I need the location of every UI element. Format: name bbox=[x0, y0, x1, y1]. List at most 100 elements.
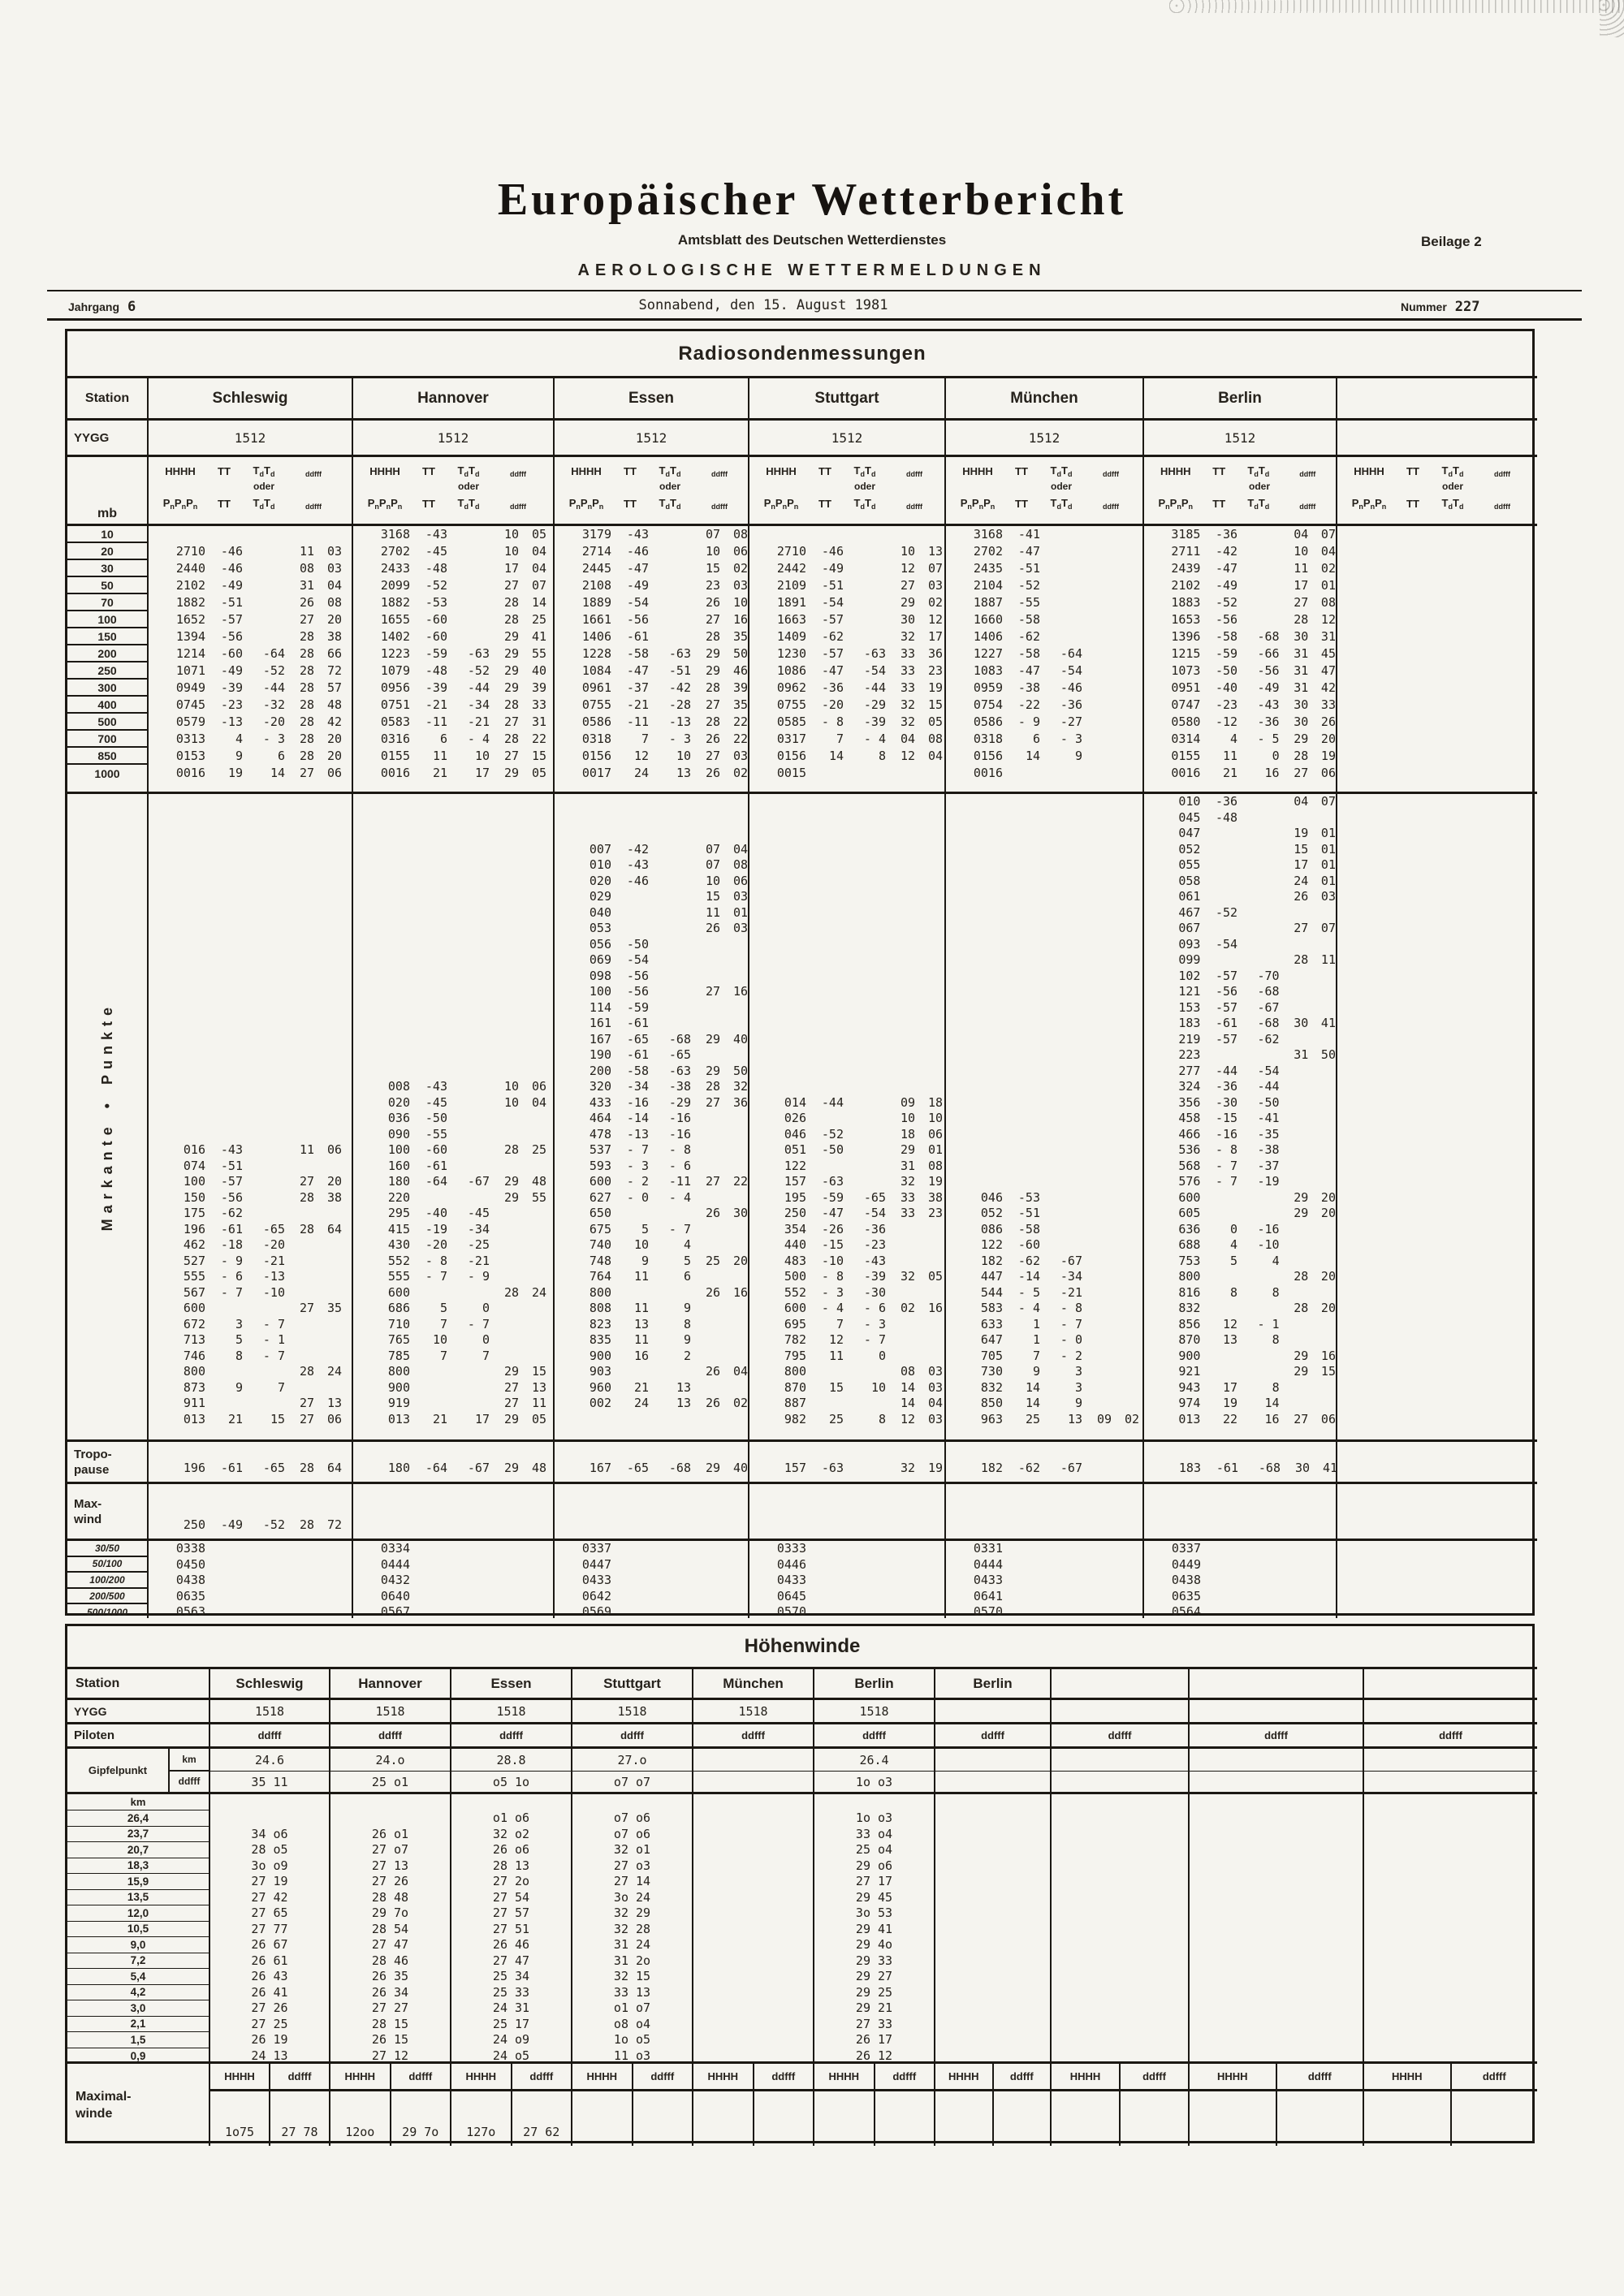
rs-level-row-field-1: -47 bbox=[1017, 663, 1040, 678]
rs-markante-row-field-3: 33 bbox=[900, 1206, 915, 1220]
rs-level-row-field-1: -52 bbox=[1017, 578, 1040, 593]
rs-h2-2: TdTd bbox=[253, 496, 275, 511]
rs-markante-row-field-3: 28 bbox=[1294, 1301, 1309, 1315]
hw-max-hhhh-label: HHHH bbox=[465, 2070, 497, 2082]
rs-markante-row-field-0: 647 bbox=[980, 1332, 1003, 1347]
rs-markante-row-field-4: 06 bbox=[326, 1411, 342, 1426]
hw-wind-value: 1o o5 bbox=[613, 2032, 651, 2047]
rs-markante-row-field-3 bbox=[1280, 1396, 1309, 1412]
hw-piloten-Schleswig: ddfff bbox=[209, 1722, 329, 1746]
rs-level-row-field-1: -12 bbox=[1215, 714, 1238, 729]
rs-markante-row: 415 -19 -34 bbox=[353, 1222, 553, 1238]
rs-markante-row-field-4 bbox=[519, 1127, 546, 1143]
rs-markante-row-field-1: 17 bbox=[1222, 1379, 1238, 1395]
rs-level-row: 1406 -62 bbox=[946, 628, 1142, 645]
rs-level-row: 1071 -49 -52 28 72 bbox=[149, 662, 352, 680]
rs-level-row-field-0: 1079 bbox=[380, 663, 410, 678]
hw-gipfel-km-value bbox=[935, 1749, 1050, 1772]
hw-wind-value: 32 o1 bbox=[613, 1842, 651, 1857]
rs-markante-row-field-2 bbox=[1237, 1206, 1280, 1222]
rs-markante-row-field-0: 010 bbox=[589, 857, 611, 872]
hw-wind-value: 27 57 bbox=[492, 1905, 530, 1920]
rs-level-row: 0313 4- 3 28 20 bbox=[149, 731, 352, 748]
rs-level-row-field-4 bbox=[1112, 560, 1139, 577]
rs-markante-row-field-2 bbox=[447, 1111, 490, 1127]
rs-markante-row: 354 -26 -36 bbox=[749, 1222, 944, 1238]
hw-gipfel-ddfff-value bbox=[693, 1772, 813, 1792]
rs-level-row-field-1: -41 bbox=[1017, 527, 1040, 542]
rs-ratio-value: 0570 bbox=[776, 1604, 806, 1620]
hw-wind-value bbox=[1190, 2000, 1363, 2017]
rs-level-row-field-3: 29 bbox=[503, 663, 519, 678]
rs-markante-row: 552- 3 -30 bbox=[749, 1285, 944, 1301]
hw-wind-value bbox=[1052, 2017, 1188, 2033]
rs-level-row-field-0: 2102 bbox=[175, 578, 205, 593]
rs-markante-row-field-4: 38 bbox=[927, 1189, 943, 1205]
rs-level-row-field-2: - 4 bbox=[863, 732, 886, 746]
rs-markante-row-field-0: 161 bbox=[589, 1016, 611, 1030]
hw-max-ddfff-value: 27 62 bbox=[510, 2091, 572, 2146]
rs-ratio-value: 0331 bbox=[973, 1541, 1003, 1556]
hw-max-ddfff-label: ddfff bbox=[752, 2064, 814, 2089]
rs-markante-row-field-1 bbox=[1200, 921, 1237, 937]
rs-markante-row: 856 12- 1 bbox=[1144, 1317, 1336, 1333]
rs-level-row-field-1: -54 bbox=[626, 595, 649, 610]
rs-markante-row-field-0: 013 bbox=[1178, 1411, 1201, 1426]
rs-markante-row: 122 31 08 bbox=[749, 1159, 944, 1175]
rs-markante-row-field-3 bbox=[285, 1237, 314, 1254]
rs-tropopause-Essen: 167 -65 -68 29 40 bbox=[553, 1439, 748, 1482]
rs-markante-row-field-2 bbox=[844, 1159, 886, 1175]
rs-markante-row-field-0: 160 bbox=[387, 1158, 410, 1173]
rs-markante-row-field-3: 25 bbox=[705, 1253, 720, 1268]
rs-level-row-field-3: 17 bbox=[503, 561, 519, 576]
hw-wind-value bbox=[1364, 2000, 1537, 2017]
rs-markante-row-field-1: -60 bbox=[1017, 1237, 1040, 1252]
rs-level-row-field-4 bbox=[1112, 748, 1139, 765]
rs-markante-row-field-3 bbox=[1280, 1254, 1309, 1270]
rs-markante-row: 447 -14 -34 bbox=[946, 1269, 1142, 1285]
rs-markante-row-field-0: 887 bbox=[784, 1396, 806, 1410]
rs-markante-row-field-3 bbox=[1280, 1095, 1309, 1111]
rs-markante-row-field-1: 19 bbox=[1222, 1396, 1238, 1410]
rs-level-row-field-1: -59 bbox=[425, 646, 447, 661]
hw-wind-value: 29 o6 bbox=[855, 1858, 893, 1873]
hw-wind-value bbox=[1364, 1890, 1537, 1906]
rs-level-row-field-3: 31 bbox=[299, 578, 314, 593]
mb-level-850: 850 bbox=[67, 748, 147, 765]
rs-level-row-field-0: 2702 bbox=[380, 544, 410, 559]
hw-wind-value: 27 47 bbox=[492, 1953, 530, 1968]
rs-markante-row-field-0: 900 bbox=[387, 1379, 410, 1395]
rs-maxwind-row-field-3: 28 bbox=[299, 1517, 314, 1532]
rs-markante-row-field-4 bbox=[519, 1237, 546, 1254]
rs-markante-row-field-3 bbox=[490, 1111, 519, 1127]
rs-level-row-field-3: 27 bbox=[503, 578, 519, 593]
mb-level-10: 10 bbox=[67, 526, 147, 543]
rs-station-Berlin: Berlin bbox=[1142, 376, 1336, 418]
hw-station-Stuttgart: Stuttgart bbox=[571, 1667, 692, 1698]
hw-yygg-blank bbox=[1363, 1698, 1537, 1722]
rs-level-row-field-0: 1652 bbox=[175, 612, 205, 627]
rs-h2-1: TT bbox=[422, 497, 435, 510]
rs-markante-row-field-1: -19 bbox=[425, 1221, 447, 1236]
rs-level-row-field-3: 29 bbox=[503, 766, 519, 780]
rs-markante-row-field-4: 18 bbox=[927, 1094, 943, 1110]
rs-level-row-field-4 bbox=[1112, 731, 1139, 748]
rs-level-row-field-3: 27 bbox=[299, 766, 314, 780]
rs-markante-row-field-1: -16 bbox=[626, 1094, 649, 1110]
hw-maxheader-blank: HHHH ddfff bbox=[1050, 2061, 1188, 2089]
rs-markante-row-field-0: 190 bbox=[589, 1047, 611, 1062]
rs-markante-row-field-0: 356 bbox=[1178, 1094, 1201, 1110]
ratio-label-200-500: 200/500 bbox=[67, 1589, 147, 1605]
rs-markante-row-field-1: -51 bbox=[220, 1158, 243, 1173]
rs-level-row-field-2: -39 bbox=[863, 714, 886, 729]
rs-markante-row-field-2: -21 bbox=[1060, 1284, 1082, 1300]
rs-markante-row-field-1: -13 bbox=[626, 1126, 649, 1142]
rs-level-row-field-3: 28 bbox=[299, 646, 314, 661]
rs-level-row-field-4: 03 bbox=[326, 544, 342, 559]
rs-markante-row-field-1 bbox=[1200, 842, 1237, 858]
km-row-12-0: 12,0 bbox=[67, 1905, 209, 1922]
km-row-26-4: 26,4 bbox=[67, 1810, 209, 1827]
rs-markante-row-field-0: 555 bbox=[183, 1269, 205, 1284]
rs-ratio-value: 0334 bbox=[380, 1541, 410, 1556]
rs-markante-row-field-2: 13 bbox=[676, 1396, 691, 1410]
